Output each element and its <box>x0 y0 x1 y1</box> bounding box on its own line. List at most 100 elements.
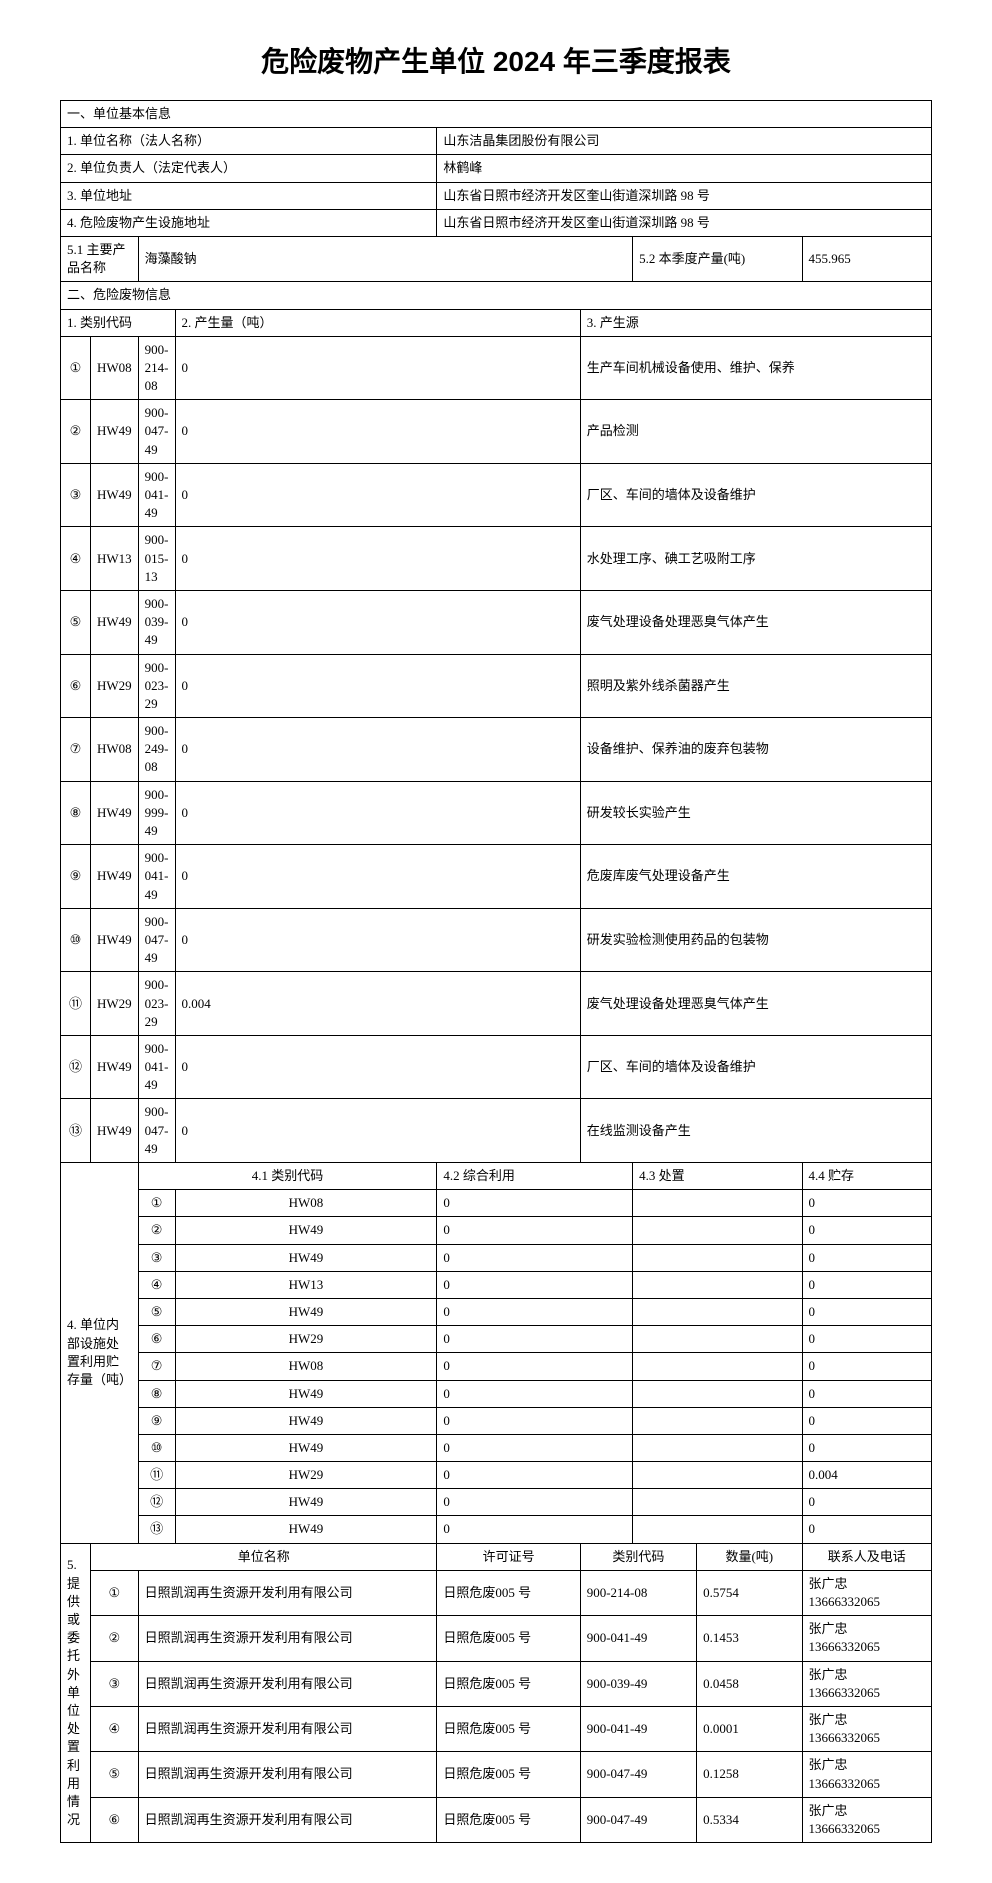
external-col3-header: 类别代码 <box>580 1543 696 1570</box>
storage-code: HW08 <box>175 1190 437 1217</box>
table-row: ⑤HW4900 <box>61 1298 932 1325</box>
storage-code: HW49 <box>175 1244 437 1271</box>
storage-store: 0 <box>802 1353 931 1380</box>
waste-source: 危废库废气处理设备产生 <box>580 845 931 909</box>
storage-num: ① <box>138 1190 175 1217</box>
table-row: ③HW4900 <box>61 1244 932 1271</box>
storage-code: HW13 <box>175 1271 437 1298</box>
waste-code: 900-041-49 <box>138 845 175 909</box>
storage-col1-header: 4.1 类别代码 <box>138 1163 437 1190</box>
responsible-value: 林鹤峰 <box>437 155 932 182</box>
storage-use: 0 <box>437 1298 633 1325</box>
waste-source: 产品检测 <box>580 400 931 464</box>
waste-source: 废气处理设备处理恶臭气体产生 <box>580 590 931 654</box>
table-row: ④日照凯润再生资源开发利用有限公司日照危废005 号900-041-490.00… <box>61 1706 932 1751</box>
waste-hw: HW49 <box>91 1035 139 1099</box>
table-row: ⑥HW2900 <box>61 1326 932 1353</box>
ext-permit: 日照危废005 号 <box>437 1752 580 1797</box>
ext-permit: 日照危废005 号 <box>437 1570 580 1615</box>
table-row: ④HW1300 <box>61 1271 932 1298</box>
address-value: 山东省日照市经济开发区奎山街道深圳路 98 号 <box>437 182 932 209</box>
waste-code: 900-047-49 <box>138 400 175 464</box>
responsible-label: 2. 单位负责人（法定代表人） <box>61 155 437 182</box>
output-label: 5.2 本季度产量(吨) <box>633 236 802 281</box>
storage-use: 0 <box>437 1516 633 1543</box>
waste-qty: 0 <box>175 336 580 400</box>
ext-num: ① <box>91 1570 139 1615</box>
storage-use: 0 <box>437 1380 633 1407</box>
table-row: ⑧HW49900-999-490研发较长实验产生 <box>61 781 932 845</box>
waste-num: ⑧ <box>61 781 91 845</box>
table-row: ⑤HW49900-039-490废气处理设备处理恶臭气体产生 <box>61 590 932 654</box>
storage-num: ③ <box>138 1244 175 1271</box>
storage-store: 0 <box>802 1190 931 1217</box>
table-row: ⑥日照凯润再生资源开发利用有限公司日照危废005 号900-047-490.53… <box>61 1797 932 1842</box>
ext-contact: 张广忠13666332065 <box>802 1752 931 1797</box>
waste-hw: HW49 <box>91 590 139 654</box>
table-row: ⑧HW4900 <box>61 1380 932 1407</box>
waste-code: 900-047-49 <box>138 908 175 972</box>
storage-num: ⑤ <box>138 1298 175 1325</box>
waste-qty: 0 <box>175 400 580 464</box>
table-row: ⑫HW4900 <box>61 1489 932 1516</box>
waste-source: 废气处理设备处理恶臭气体产生 <box>580 972 931 1036</box>
ext-num: ③ <box>91 1661 139 1706</box>
storage-code: HW29 <box>175 1326 437 1353</box>
storage-store: 0 <box>802 1407 931 1434</box>
ext-code: 900-041-49 <box>580 1616 696 1661</box>
storage-dispose <box>633 1516 802 1543</box>
waste-source: 研发较长实验产生 <box>580 781 931 845</box>
storage-store: 0 <box>802 1326 931 1353</box>
waste-col3-header: 3. 产生源 <box>580 309 931 336</box>
storage-code: HW49 <box>175 1434 437 1461</box>
facility-label: 4. 危险废物产生设施地址 <box>61 209 437 236</box>
storage-store: 0 <box>802 1516 931 1543</box>
ext-qty: 0.1258 <box>697 1752 802 1797</box>
waste-num: ⑨ <box>61 845 91 909</box>
ext-code: 900-047-49 <box>580 1752 696 1797</box>
waste-hw: HW29 <box>91 654 139 718</box>
waste-qty: 0 <box>175 908 580 972</box>
ext-qty: 0.5754 <box>697 1570 802 1615</box>
storage-code: HW49 <box>175 1407 437 1434</box>
storage-num: ⑩ <box>138 1434 175 1461</box>
table-row: ⑫HW49900-041-490厂区、车间的墙体及设备维护 <box>61 1035 932 1099</box>
ext-company: 日照凯润再生资源开发利用有限公司 <box>138 1752 437 1797</box>
table-row: ②HW49900-047-490产品检测 <box>61 400 932 464</box>
ext-contact: 张广忠13666332065 <box>802 1706 931 1751</box>
storage-use: 0 <box>437 1353 633 1380</box>
waste-hw: HW49 <box>91 463 139 527</box>
waste-source: 研发实验检测使用药品的包装物 <box>580 908 931 972</box>
storage-store: 0 <box>802 1244 931 1271</box>
waste-source: 水处理工序、碘工艺吸附工序 <box>580 527 931 591</box>
storage-dispose <box>633 1407 802 1434</box>
waste-col1-header: 1. 类别代码 <box>61 309 176 336</box>
ext-qty: 0.5334 <box>697 1797 802 1842</box>
storage-store: 0 <box>802 1380 931 1407</box>
storage-col3-header: 4.3 处置 <box>633 1163 802 1190</box>
facility-value: 山东省日照市经济开发区奎山街道深圳路 98 号 <box>437 209 932 236</box>
waste-num: ② <box>61 400 91 464</box>
waste-col2-header: 2. 产生量（吨） <box>175 309 580 336</box>
storage-use: 0 <box>437 1462 633 1489</box>
waste-qty: 0 <box>175 654 580 718</box>
waste-num: ⑥ <box>61 654 91 718</box>
table-row: ⑬HW4900 <box>61 1516 932 1543</box>
waste-qty: 0 <box>175 845 580 909</box>
storage-col2-header: 4.2 综合利用 <box>437 1163 633 1190</box>
storage-dispose <box>633 1489 802 1516</box>
table-row: ⑤日照凯润再生资源开发利用有限公司日照危废005 号900-047-490.12… <box>61 1752 932 1797</box>
waste-qty: 0 <box>175 718 580 782</box>
waste-code: 900-041-49 <box>138 463 175 527</box>
storage-store: 0 <box>802 1489 931 1516</box>
storage-dispose <box>633 1217 802 1244</box>
ext-code: 900-047-49 <box>580 1797 696 1842</box>
storage-store: 0 <box>802 1271 931 1298</box>
storage-dispose <box>633 1353 802 1380</box>
external-col5-header: 联系人及电话 <box>802 1543 931 1570</box>
storage-use: 0 <box>437 1217 633 1244</box>
ext-num: ⑥ <box>91 1797 139 1842</box>
storage-num: ⑧ <box>138 1380 175 1407</box>
ext-permit: 日照危废005 号 <box>437 1706 580 1751</box>
waste-hw: HW49 <box>91 845 139 909</box>
